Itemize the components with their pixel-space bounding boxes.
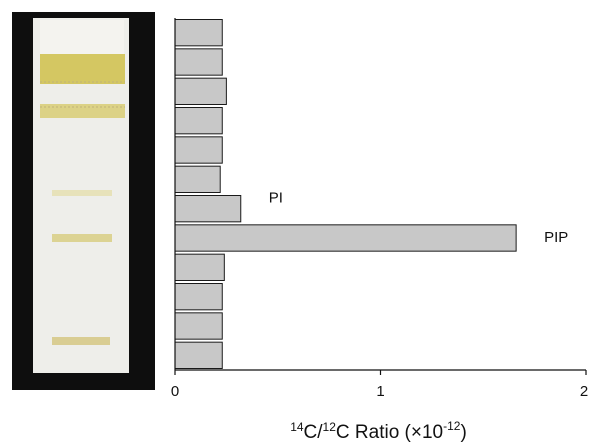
bar-11 bbox=[174, 312, 223, 340]
x-tick-label-1: 1 bbox=[376, 383, 384, 400]
bar-5 bbox=[174, 136, 223, 164]
plate-band-origin-yellow bbox=[40, 54, 125, 84]
bar-2 bbox=[174, 48, 223, 76]
x-axis-title-mult: × bbox=[411, 422, 422, 443]
tlc-plate-photo bbox=[12, 12, 155, 390]
bar-3 bbox=[174, 77, 227, 105]
x-tick-label-0: 0 bbox=[171, 383, 179, 400]
bar-4 bbox=[174, 107, 223, 135]
x-axis-title-close: ) bbox=[460, 422, 466, 443]
x-axis-title-iso1: 14 bbox=[290, 420, 304, 434]
bar-series bbox=[174, 19, 517, 369]
bar-12 bbox=[174, 341, 223, 369]
plate-band-pale bbox=[52, 190, 112, 196]
bar-annotations: PI PIP bbox=[269, 190, 569, 246]
bar-9 bbox=[174, 253, 225, 282]
bar-8 bbox=[174, 224, 517, 252]
x-axis-title: 14C/12C Ratio (×10-12) bbox=[290, 419, 467, 443]
annotation-pi: PI bbox=[269, 190, 283, 207]
plate-top-band bbox=[40, 20, 124, 54]
x-axis-title-iso2: 12 bbox=[323, 420, 337, 434]
bar-6 bbox=[174, 165, 221, 194]
annotation-pip: PIP bbox=[544, 229, 568, 246]
x-axis-title-c2: C Ratio ( bbox=[336, 422, 412, 443]
plate-band-yellow-2 bbox=[40, 104, 125, 118]
x-tick-label-2: 2 bbox=[580, 383, 588, 400]
x-axis-title-c1: C/ bbox=[304, 422, 324, 443]
bar-7 bbox=[174, 195, 242, 223]
bar-1 bbox=[174, 19, 223, 47]
x-axis-title-exp: -12 bbox=[443, 419, 461, 433]
bar-10 bbox=[174, 283, 223, 311]
plate-band-pip bbox=[52, 234, 112, 242]
x-axis-title-base: 10 bbox=[422, 422, 443, 443]
x-axis-ticks: 0 1 2 bbox=[171, 370, 588, 400]
plate-band-front bbox=[52, 337, 110, 345]
